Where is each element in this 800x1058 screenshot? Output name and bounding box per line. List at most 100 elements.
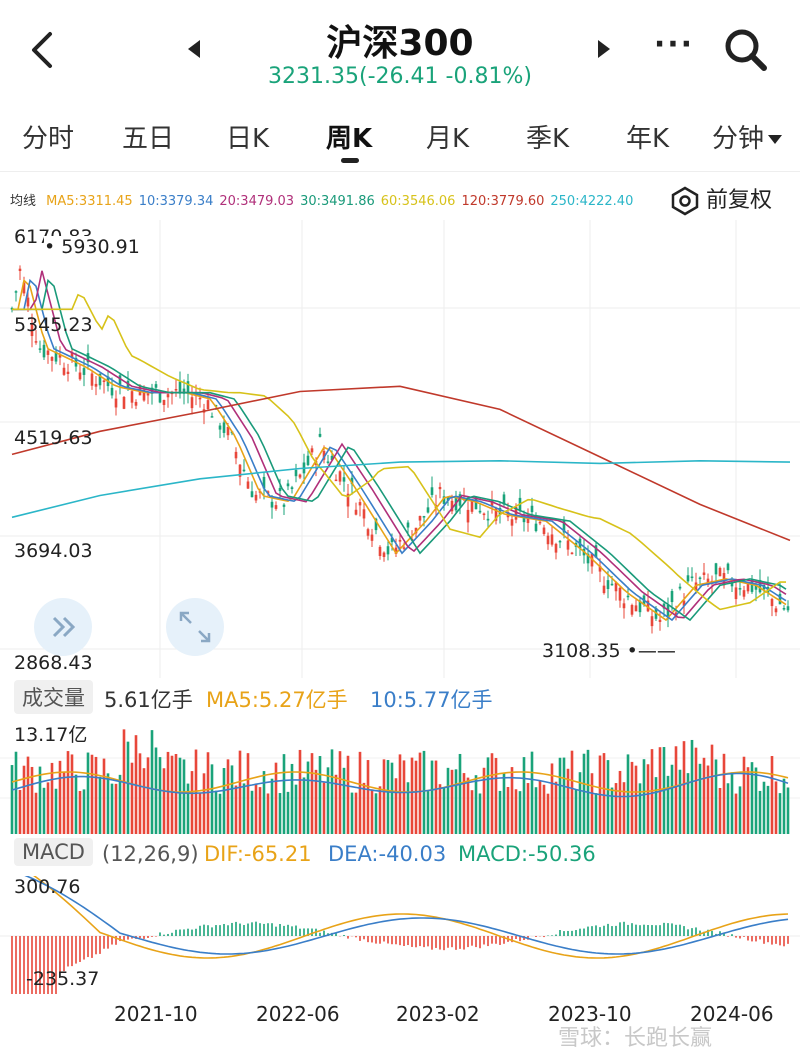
- candle-body: [186, 381, 190, 394]
- candle-body: [366, 529, 370, 536]
- volume-bar: [398, 754, 402, 834]
- candle-body: [114, 398, 118, 408]
- candle-body: [130, 391, 134, 403]
- next-stock-icon[interactable]: [598, 40, 610, 58]
- volume-bar: [706, 765, 710, 834]
- tab-minute[interactable]: 分钟: [712, 118, 783, 155]
- candle-body: [30, 324, 34, 337]
- search-icon[interactable]: [722, 26, 770, 74]
- ma-legend-item: 250:4222.40: [550, 194, 634, 209]
- volume-bar: [702, 757, 706, 834]
- volume-bar: [14, 751, 18, 834]
- volume-bar: [642, 759, 646, 834]
- volume-bar: [786, 787, 790, 834]
- high-price-annotation: • 5930.91: [44, 236, 140, 258]
- candlestick-chart[interactable]: [0, 220, 800, 678]
- fullscreen-button[interactable]: [166, 598, 224, 656]
- volume-bar: [350, 792, 354, 834]
- candle-body: [730, 583, 734, 587]
- macd-label[interactable]: MACD: [14, 838, 93, 866]
- candle-body: [386, 546, 390, 555]
- candle-body: [418, 515, 422, 521]
- volume-bar: [62, 771, 66, 834]
- volume-bar: [98, 776, 102, 834]
- candle-body: [606, 580, 610, 589]
- volume-bar: [606, 760, 610, 834]
- candle-body: [478, 510, 482, 513]
- volume-bar: [218, 793, 222, 834]
- adjust-mode-button[interactable]: 前复权: [670, 182, 772, 216]
- volume-bar: [290, 763, 294, 834]
- volume-chart[interactable]: [0, 718, 800, 834]
- settings-hex-icon: [671, 186, 699, 216]
- tab-daily-k[interactable]: 日K: [226, 124, 270, 154]
- tab-yearly-k[interactable]: 年K: [626, 124, 670, 154]
- candle-body: [134, 401, 138, 406]
- volume-bar: [446, 767, 450, 834]
- tab-quarterly-k[interactable]: 季K: [526, 124, 570, 154]
- price-axis-label: 3694.03: [14, 540, 93, 562]
- candle-body: [522, 516, 526, 523]
- adjust-mode-label: 前复权: [706, 188, 773, 213]
- volume-bar: [638, 783, 642, 834]
- volume-bar: [614, 783, 618, 834]
- candle-body: [442, 496, 446, 504]
- candle-body: [630, 605, 634, 615]
- candle-body: [486, 518, 490, 521]
- volume-bar: [366, 760, 370, 834]
- previous-stock-icon[interactable]: [188, 40, 200, 58]
- volume-bar: [478, 793, 482, 834]
- volume-bar: [70, 754, 74, 834]
- volume-bar: [618, 770, 622, 834]
- volume-bar: [286, 791, 290, 834]
- macd-params: (12,26,9): [102, 842, 199, 866]
- volume-bar: [214, 790, 218, 834]
- candle-body: [770, 598, 774, 607]
- volume-bar: [94, 756, 98, 834]
- volume-bar: [530, 751, 534, 834]
- volume-bar: [698, 763, 702, 834]
- volume-label[interactable]: 成交量: [14, 680, 93, 714]
- candle-body: [78, 372, 82, 380]
- candle-body: [398, 539, 402, 542]
- candle-body: [350, 477, 354, 485]
- more-icon[interactable]: ···: [653, 27, 695, 62]
- volume-bar: [454, 769, 458, 834]
- volume-bar: [734, 793, 738, 834]
- volume-bar: [38, 766, 42, 834]
- volume-bar: [210, 764, 214, 834]
- ma-legend-item: MA5:3311.45: [46, 194, 133, 209]
- volume-bar: [654, 777, 658, 834]
- volume-bar: [154, 747, 158, 834]
- volume-bar: [762, 781, 766, 834]
- volume-bar: [514, 789, 518, 834]
- tab-weekly-k[interactable]: 周K: [326, 124, 373, 154]
- volume-bar: [170, 755, 174, 834]
- tab-five-day[interactable]: 五日: [122, 124, 175, 154]
- candle-body: [142, 389, 146, 401]
- candle-body: [222, 422, 226, 433]
- volume-bar: [242, 783, 246, 834]
- macd-chart[interactable]: [0, 876, 800, 994]
- volume-bar: [310, 753, 314, 834]
- volume-bar: [542, 784, 546, 834]
- chevron-down-icon: [768, 135, 783, 144]
- volume-bar: [270, 778, 274, 834]
- volume-bar: [526, 783, 530, 834]
- volume-bar: [58, 760, 62, 834]
- tab-monthly-k[interactable]: 月K: [426, 124, 470, 154]
- expand-panel-button[interactable]: [34, 598, 92, 656]
- volume-bar: [458, 753, 462, 834]
- volume-bar: [326, 767, 330, 834]
- candle-body: [546, 535, 550, 545]
- candle-body: [318, 433, 322, 437]
- volume-bar: [166, 751, 170, 834]
- tab-intraday[interactable]: 分时: [22, 124, 75, 154]
- volume-bar: [342, 767, 346, 834]
- volume-bar: [550, 763, 554, 834]
- back-arrow-icon[interactable]: [22, 28, 62, 72]
- volume-bar: [482, 767, 486, 834]
- volume-bar: [578, 772, 582, 834]
- candle-body: [326, 461, 330, 463]
- x-axis-date: 2024-06: [690, 1002, 774, 1026]
